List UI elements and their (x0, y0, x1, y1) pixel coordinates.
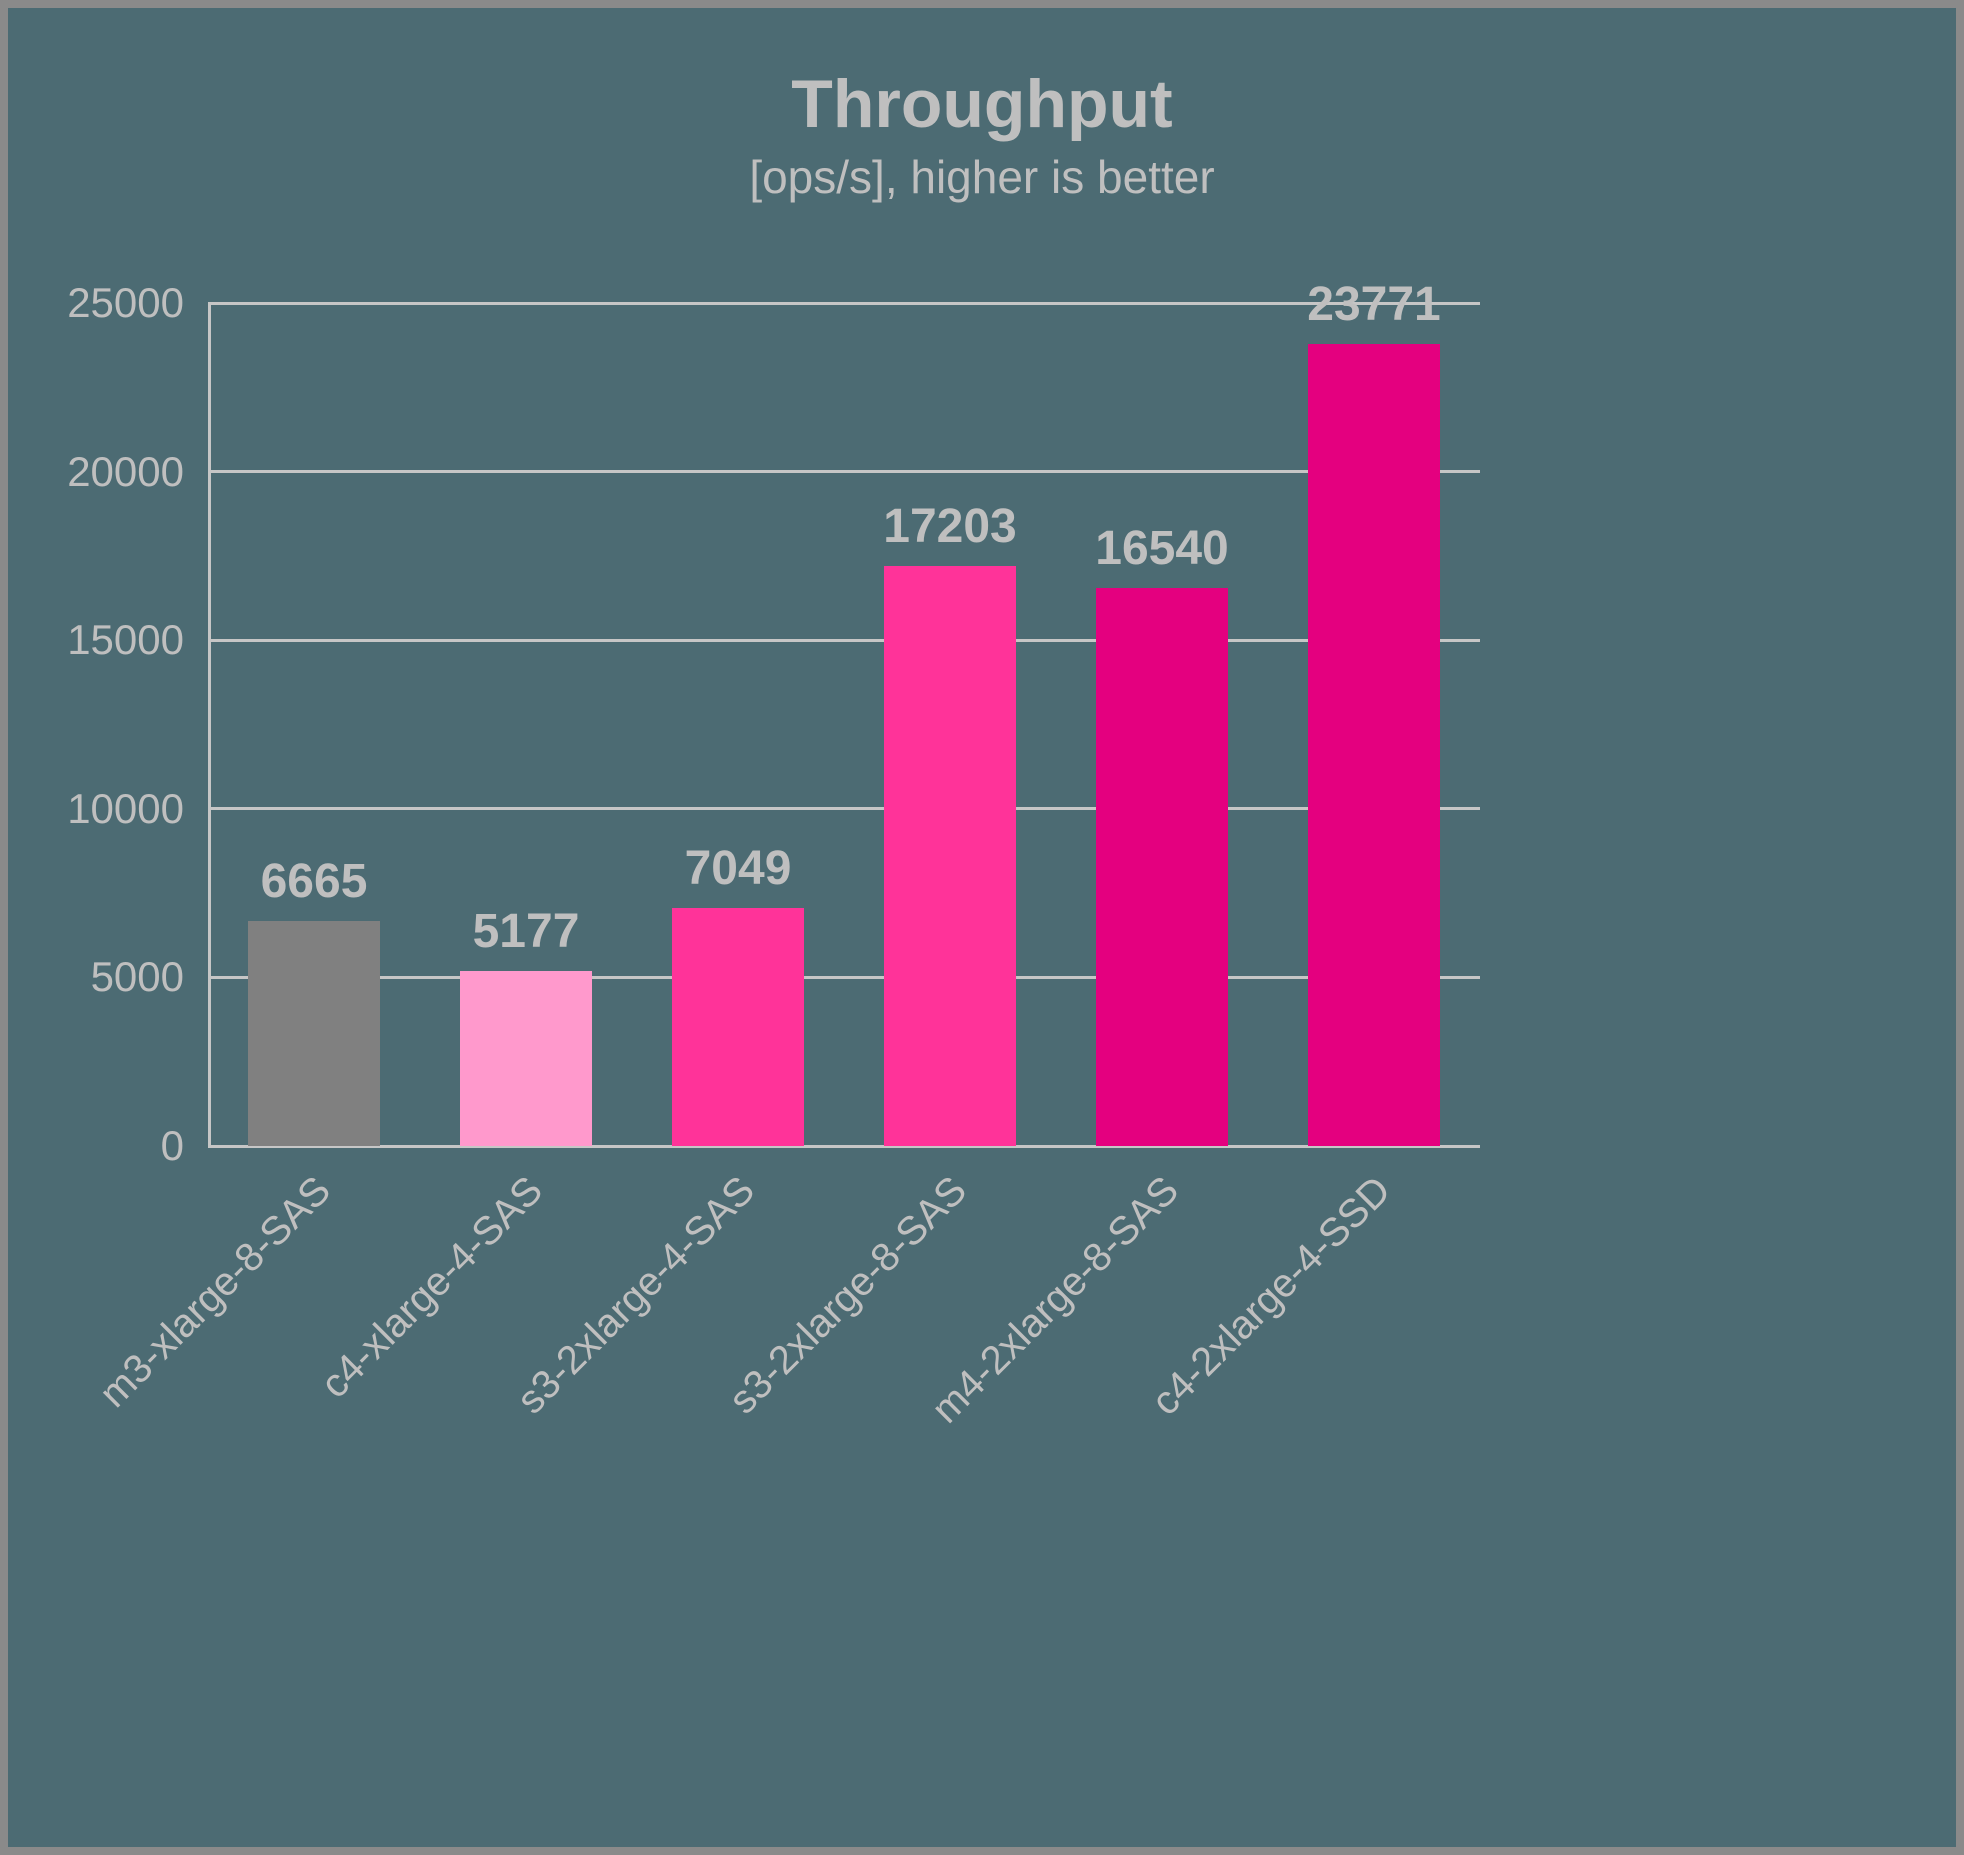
bar-group[interactable]: 23771 (1268, 278, 1480, 1146)
page-title: Throughput (791, 66, 1173, 142)
y-axis-tick-label: 5000 (90, 953, 184, 1001)
bar-group[interactable]: 6665 (208, 303, 420, 1146)
bar[interactable] (1308, 344, 1440, 1146)
bar-value-label: 16540 (1095, 522, 1229, 576)
y-axis-line (208, 303, 211, 1146)
bar[interactable] (1096, 588, 1228, 1146)
gridline (208, 975, 1480, 979)
bar[interactable] (460, 971, 592, 1146)
bars-layer: 6665 5177 7049 17203 16540 23771 (208, 278, 1480, 1146)
title-block: Throughput [ops/s], higher is better (8, 66, 1956, 204)
chart-canvas: Throughput [ops/s], higher is better 250… (8, 8, 1956, 1847)
x-axis-category-label-text: m3-xlarge-8-SAS (91, 1168, 340, 1417)
bar-group[interactable]: 5177 (420, 303, 632, 1146)
y-axis-tick-label: 15000 (67, 616, 184, 664)
bar-value-label: 6665 (260, 855, 368, 909)
bar-value-label: 5177 (472, 905, 580, 959)
bar[interactable] (672, 908, 804, 1146)
bar[interactable] (248, 921, 380, 1146)
bar-group[interactable]: 16540 (1056, 303, 1268, 1146)
gridline (208, 301, 1480, 305)
plot-gridlines (208, 301, 1480, 1148)
y-axis-tick-label: 0 (160, 1122, 184, 1169)
chart-subtitle: [ops/s], higher is better (749, 151, 1215, 204)
gridline (208, 807, 1480, 811)
gridline (208, 470, 1480, 474)
y-axis-tick-labels: 25000 20000 15000 10000 5000 0 (8, 279, 184, 1169)
y-axis-tick-label: 25000 (67, 279, 184, 326)
bar-value-label: 7049 (684, 842, 792, 896)
gridline (208, 1144, 1480, 1148)
y-axis-tick-label: 20000 (67, 447, 184, 495)
bar-group[interactable]: 7049 (632, 303, 844, 1146)
x-axis-label-slot: c4-2xlarge-4-SSD (1143, 1152, 1480, 1482)
bar-group[interactable]: 17203 (844, 303, 1056, 1146)
bar-value-label: 17203 (883, 499, 1017, 553)
gridline (208, 638, 1480, 642)
bar[interactable] (884, 565, 1016, 1146)
bar-value-label: 23771 (1307, 278, 1441, 332)
x-axis-category-labels: m3-xlarge-8-SAS c4-xlarge-4-SAS s3-2xlarge… (91, 1152, 1480, 1482)
y-axis-tick-label: 10000 (67, 784, 184, 832)
